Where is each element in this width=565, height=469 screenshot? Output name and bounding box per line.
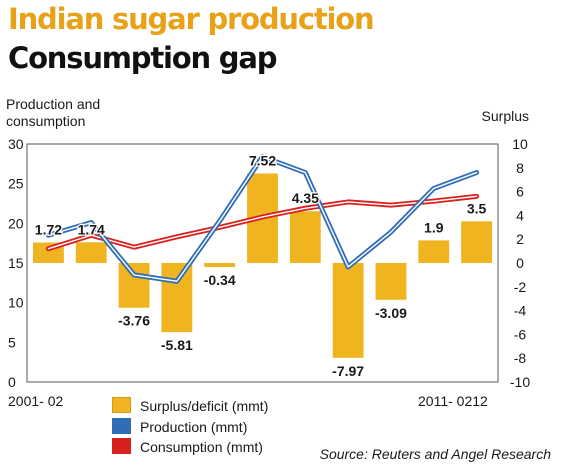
- legend-label-production: Production (mmt): [140, 419, 248, 435]
- bar-value-label: -7.97: [332, 363, 364, 379]
- surplus-bar: [332, 263, 364, 358]
- surplus-bar: [418, 240, 450, 263]
- left-axis-label-line2: consumption: [6, 113, 86, 129]
- bar-value-label: 3.5: [467, 200, 487, 216]
- surplus-bar: [75, 242, 107, 263]
- legend-swatch-surplus: [112, 397, 131, 413]
- right-tick-label: 10: [512, 136, 528, 152]
- bar-value-label: -5.81: [161, 337, 193, 353]
- left-axis-label: Production and consumption: [6, 96, 100, 130]
- right-tick-label: 8: [516, 160, 524, 176]
- left-tick-label: 10: [8, 295, 24, 311]
- left-tick-label: 0: [8, 374, 16, 390]
- right-axis-label: Surplus: [481, 108, 529, 124]
- left-tick-label: 5: [8, 334, 16, 350]
- right-tick-label: -10: [510, 374, 530, 390]
- legend-item-production: Production (mmt): [112, 418, 248, 435]
- legend-label-consumption: Consumption (mmt): [140, 439, 263, 455]
- bar-value-label: 1.72: [35, 222, 62, 238]
- surplus-bar: [375, 263, 407, 300]
- legend-item-consumption: Consumption (mmt): [112, 438, 263, 455]
- surplus-bar: [461, 221, 493, 263]
- left-tick-label: 30: [8, 136, 24, 152]
- surplus-bar: [161, 263, 193, 333]
- bar-value-label: 1.74: [78, 221, 105, 237]
- chart-title: Indian sugar production: [8, 2, 375, 36]
- surplus-bar: [204, 263, 236, 268]
- right-tick-label: 0: [516, 255, 524, 271]
- right-tick-label: -4: [514, 303, 527, 319]
- bar-value-label: 7.52: [249, 153, 276, 169]
- bar-value-label: -0.34: [204, 272, 236, 288]
- legend-swatch-production: [112, 418, 131, 434]
- right-tick-label: -2: [514, 279, 527, 295]
- bar-value-label: 1.9: [424, 219, 444, 235]
- right-tick-label: 6: [516, 184, 524, 200]
- production-line-inner: [47, 155, 478, 282]
- right-tick-label: 4: [516, 207, 524, 223]
- x-axis-start-label: 2001- 02: [8, 393, 64, 409]
- left-tick-label: 15: [8, 255, 24, 271]
- consumption-line-inner: [47, 195, 478, 250]
- left-tick-label: 20: [8, 215, 24, 231]
- bar-value-label: -3.76: [118, 313, 150, 329]
- source-note: Source: Reuters and Angel Research: [319, 446, 551, 462]
- surplus-bar: [289, 211, 321, 263]
- plot-frame: [26, 143, 499, 383]
- chart-subtitle: Consumption gap: [8, 41, 277, 75]
- legend-label-surplus: Surplus/deficit (mmt): [140, 398, 269, 414]
- right-tick-label: -8: [514, 350, 527, 366]
- x-axis-end-label: 2011- 0212: [418, 393, 488, 409]
- left-tick-label: 25: [8, 176, 24, 192]
- right-tick-label: 2: [516, 231, 524, 247]
- bar-value-label: -3.09: [375, 305, 407, 321]
- surplus-bar: [118, 263, 150, 308]
- left-axis-label-line1: Production and: [6, 96, 101, 112]
- bar-value-label: 4.35: [292, 190, 319, 206]
- right-tick-label: -6: [514, 326, 527, 342]
- legend-item-surplus: Surplus/deficit (mmt): [112, 397, 269, 414]
- legend-swatch-consumption: [112, 438, 131, 454]
